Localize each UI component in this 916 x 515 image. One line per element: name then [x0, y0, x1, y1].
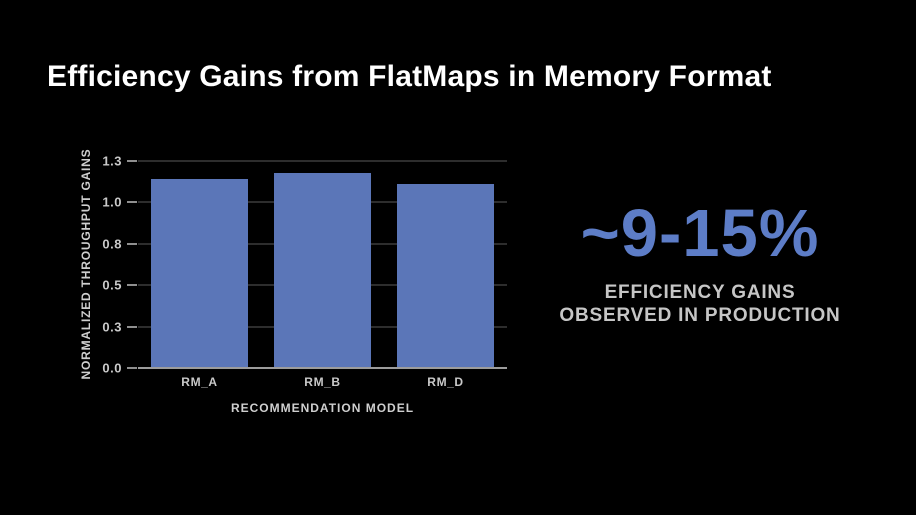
plot-area: 1.3 1.0 0.8 0.5 0.3 0.0 — [102, 154, 507, 376]
x-tick-labels: RM_A RM_B RM_D — [138, 375, 507, 389]
bar-rm-d — [396, 184, 495, 368]
stat-caption: EFFICIENCY GAINS OBSERVED IN PRODUCTION — [540, 281, 860, 327]
stat-caption-line2: OBSERVED IN PRODUCTION — [559, 305, 841, 326]
y-tick-label: 1.3 — [102, 153, 122, 169]
stat-value: ~9-15% — [580, 196, 820, 271]
y-tick-label: 0.5 — [102, 277, 122, 293]
x-tick-label: RM_A — [181, 375, 218, 389]
x-tick-label: RM_D — [427, 375, 464, 389]
y-tick-label: 0.0 — [102, 360, 122, 376]
y-tick-label: 0.8 — [102, 236, 122, 252]
page-title: Efficiency Gains from FlatMaps in Memory… — [47, 60, 772, 94]
x-axis-title: RECOMMENDATION MODEL — [230, 401, 415, 415]
bars-container — [138, 161, 507, 368]
bar-rm-a — [150, 179, 249, 368]
bar-slot — [261, 161, 384, 368]
y-tick-label: 1.0 — [102, 194, 122, 210]
y-axis-title: NORMALIZED THROUGHPUT GAINS — [79, 148, 93, 380]
x-axis-baseline: 0.0 — [102, 361, 507, 376]
stat-callout: ~9-15% EFFICIENCY GAINS OBSERVED IN PROD… — [540, 196, 860, 327]
bar-rm-b — [273, 172, 372, 368]
bar-slot — [138, 161, 261, 368]
stat-caption-line1: EFFICIENCY GAINS — [604, 282, 796, 303]
bar-slot — [384, 161, 507, 368]
y-tick-label: 0.3 — [102, 319, 122, 335]
gridline: 1.3 — [102, 154, 507, 169]
x-tick-label: RM_B — [304, 375, 341, 389]
